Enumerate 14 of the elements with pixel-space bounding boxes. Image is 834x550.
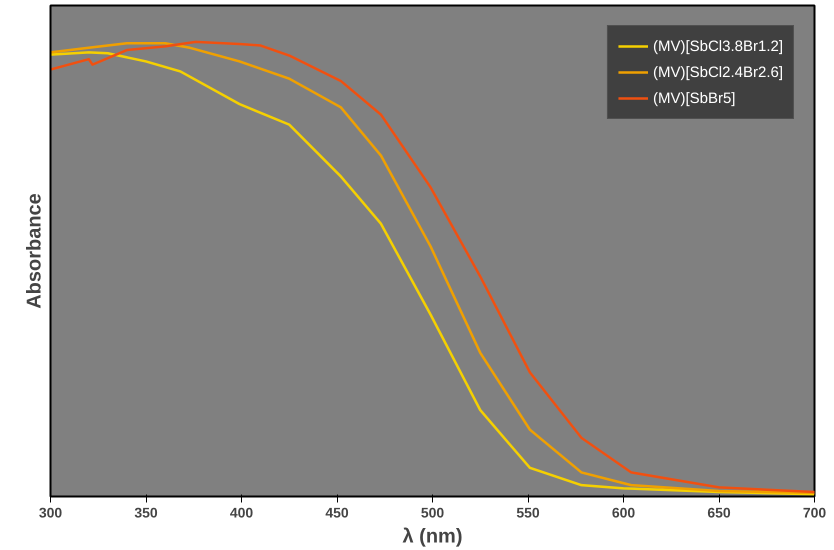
y-axis-title: Absorbance (24, 193, 46, 309)
x-tick-label: 500 (420, 504, 444, 520)
x-tick-label: 350 (134, 504, 158, 520)
legend-label: (MV)[SbCl2.4Br2.6] (652, 64, 783, 80)
x-tick-label: 600 (612, 504, 636, 520)
x-tick-label: 700 (802, 504, 826, 520)
legend-label: (MV)[SbCl3.8Br1.2] (652, 38, 783, 54)
x-tick-label: 450 (325, 504, 349, 520)
x-tick-label: 550 (516, 504, 540, 520)
legend-label: (MV)[SbBr5] (652, 90, 736, 106)
x-tick-label: 400 (230, 504, 254, 520)
x-tick-label: 300 (38, 504, 62, 520)
x-tick-label: 650 (707, 504, 731, 520)
x-axis-title: λ (nm) (402, 526, 462, 548)
